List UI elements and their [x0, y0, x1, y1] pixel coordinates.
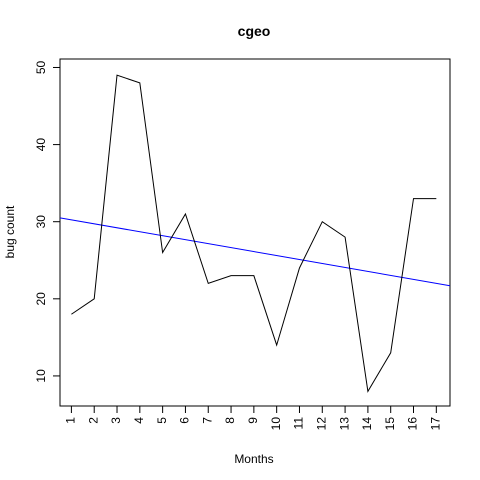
x-tick-label-6: 6: [178, 417, 192, 424]
x-tick-label-16: 16: [406, 417, 420, 431]
plot-frame: [59, 58, 451, 407]
x-axis-label: Months: [234, 452, 273, 466]
x-tick-label-7: 7: [200, 417, 214, 424]
x-tick-label-4: 4: [132, 417, 146, 424]
y-axis-label: bug count: [3, 205, 17, 258]
trend-line: [59, 217, 451, 287]
x-tick-label-10: 10: [269, 417, 283, 431]
y-tick-label-40: 40: [34, 138, 48, 152]
x-tick-label-13: 13: [337, 417, 351, 431]
x-tick-label-11: 11: [292, 417, 306, 430]
x-tick-label-15: 15: [383, 417, 397, 431]
x-tick-label-3: 3: [109, 417, 123, 424]
x-tick-label-12: 12: [314, 417, 328, 431]
x-tick-label-2: 2: [86, 417, 100, 424]
x-tick-label-9: 9: [246, 417, 260, 424]
plot-area: [59, 74, 451, 393]
x-tick-label-1: 1: [64, 417, 78, 424]
y-axis: 10 20 30 40 50: [34, 60, 60, 383]
y-tick-label-50: 50: [34, 60, 48, 74]
x-tick-label-17: 17: [428, 417, 442, 431]
x-axis: 1 2 3 4 5 6 7 8 9 10 11 12 13 14 15 16 17: [64, 406, 442, 431]
y-tick-label-20: 20: [34, 292, 48, 306]
x-tick-label-14: 14: [360, 417, 374, 431]
x-tick-label-8: 8: [223, 417, 237, 424]
series-line-1: [71, 74, 437, 393]
y-tick-label-10: 10: [34, 369, 48, 383]
chart-title: cgeo: [238, 23, 271, 39]
y-tick-label-30: 30: [34, 215, 48, 229]
x-tick-label-5: 5: [155, 417, 169, 424]
